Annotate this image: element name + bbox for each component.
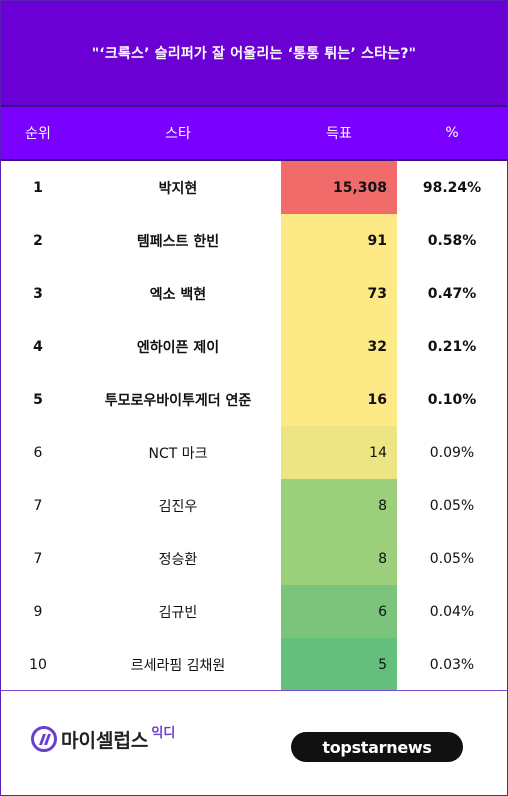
table-row: 3 엑소 백현 73 0.47% <box>1 267 507 320</box>
topstarnews-logo-text: topstarnews <box>322 737 432 757</box>
star-name-cell: 김진우 <box>158 498 198 515</box>
votes-cell: 6 <box>281 585 397 638</box>
star-name-cell: 투모로우바이투게더 연준 <box>104 392 252 409</box>
star-name-cell: 엔하이픈 제이 <box>136 339 220 356</box>
table-row: 7 정승환 8 0.05% <box>1 532 507 585</box>
table-row: 2 템페스트 한빈 91 0.58% <box>1 214 507 267</box>
votes-cell: 8 <box>281 532 397 585</box>
percent-cell: 0.04% <box>429 603 475 620</box>
percent-cell: 0.05% <box>429 497 475 514</box>
mycelebs-logo-sub: 익디 <box>151 725 176 741</box>
header-divider <box>1 159 507 161</box>
table-row: 7 김진우 8 0.05% <box>1 479 507 532</box>
star-name-cell: NCT 마크 <box>148 445 208 462</box>
star-name-cell: 엑소 백현 <box>149 286 207 303</box>
rank-cell: 4 <box>33 338 43 355</box>
header-percent: % <box>445 125 459 141</box>
votes-cell: 91 <box>281 214 397 267</box>
percent-cell: 0.09% <box>429 444 475 461</box>
table-row: 9 김규빈 6 0.04% <box>1 585 507 638</box>
header-rank: 순위 <box>25 126 51 142</box>
title-bar: "‘크록스’ 슬리퍼가 잘 어울리는 ‘통통 튀는’ 스타는?" <box>1 1 507 105</box>
star-name-cell: 박지현 <box>158 180 198 197</box>
votes-cell: 15,308 <box>281 161 397 214</box>
mycelebs-logo-name: 마이셀럽스 <box>61 729 149 752</box>
star-name-cell: 르세라핌 김채원 <box>130 657 226 674</box>
votes-cell: 14 <box>281 426 397 479</box>
table-row: 5 투모로우바이투게더 연준 16 0.10% <box>1 373 507 426</box>
star-name-cell: 김규빈 <box>158 604 198 621</box>
header-star: 스타 <box>165 126 191 142</box>
percent-cell: 0.21% <box>427 338 477 355</box>
percent-cell: 0.03% <box>429 656 475 673</box>
percent-cell: 0.05% <box>429 550 475 567</box>
title-divider <box>1 105 507 107</box>
star-name-cell: 정승환 <box>158 551 198 568</box>
votes-cell: 16 <box>281 373 397 426</box>
rank-cell: 2 <box>33 232 43 249</box>
rank-cell: 7 <box>33 550 43 567</box>
table-header: 순위 스타 득표 % <box>1 107 507 159</box>
percent-cell: 0.58% <box>427 232 477 249</box>
percent-cell: 0.47% <box>427 285 477 302</box>
table-row: 10 르세라핌 김채원 5 0.03% <box>1 638 507 691</box>
rank-cell: 1 <box>33 179 43 196</box>
rank-cell: 3 <box>33 285 43 302</box>
rank-cell: 7 <box>33 497 43 514</box>
footer-divider <box>1 690 507 691</box>
percent-cell: 0.10% <box>427 391 477 408</box>
rank-cell: 10 <box>29 656 47 673</box>
mycelebs-logo: 마이셀럽스 익디 <box>31 723 175 755</box>
votes-cell: 73 <box>281 267 397 320</box>
votes-cell: 5 <box>281 638 397 691</box>
mycelebs-logo-mark-icon <box>31 726 57 752</box>
votes-cell: 32 <box>281 320 397 373</box>
votes-cell: 8 <box>281 479 397 532</box>
rank-cell: 6 <box>33 444 43 461</box>
rank-cell: 5 <box>33 391 43 408</box>
topstarnews-logo: topstarnews <box>291 732 463 762</box>
star-name-cell: 템페스트 한빈 <box>136 233 220 250</box>
rank-cell: 9 <box>33 603 43 620</box>
table-row: 6 NCT 마크 14 0.09% <box>1 426 507 479</box>
table-row: 4 엔하이픈 제이 32 0.21% <box>1 320 507 373</box>
table-row: 1 박지현 15,308 98.24% <box>1 161 507 214</box>
poll-title: "‘크록스’ 슬리퍼가 잘 어울리는 ‘통통 튀는’ 스타는?" <box>91 46 417 62</box>
header-votes: 득표 <box>326 126 352 142</box>
percent-cell: 98.24% <box>422 179 482 196</box>
